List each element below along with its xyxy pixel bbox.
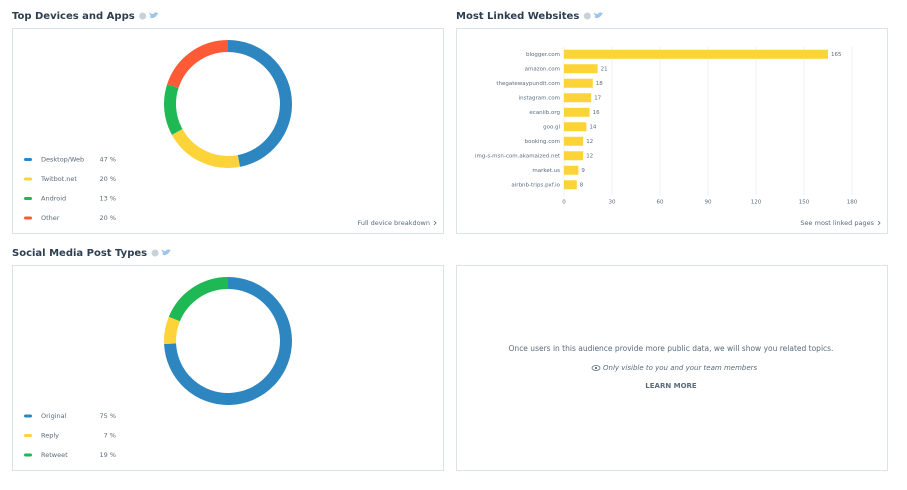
donut-segment <box>164 316 180 344</box>
value-label: 21 <box>601 66 608 72</box>
chevron <box>877 220 881 226</box>
notice-note: Only visible to you and your team member… <box>603 364 758 372</box>
chevron <box>433 220 437 226</box>
legend-value: 20 % <box>99 214 116 222</box>
value-label: 8 <box>580 182 584 188</box>
bar <box>564 93 592 103</box>
panel <box>12 28 444 234</box>
category-label: ecanlib.org <box>529 110 560 116</box>
panel-link[interactable]: Full device breakdown <box>357 219 430 227</box>
legend-marker <box>24 216 32 220</box>
legend-label: Reply <box>41 432 59 440</box>
value-label: 9 <box>581 168 585 174</box>
legend-marker <box>24 414 32 418</box>
panel-link[interactable]: See most linked pages <box>800 219 874 227</box>
value-label: 165 <box>831 52 842 58</box>
category-label: img-s-msn-com.akamaized.net <box>475 153 561 159</box>
value-label: 12 <box>586 139 593 145</box>
x-tick-label: 60 <box>657 200 664 206</box>
panel-title: Top Devices and Apps <box>12 11 135 22</box>
bar <box>564 151 584 161</box>
twitter-icon <box>593 12 604 19</box>
category-label: booking.com <box>525 139 560 145</box>
x-tick-label: 90 <box>705 200 712 206</box>
panel <box>456 28 888 234</box>
legend-label: Other <box>41 214 60 222</box>
bar <box>564 64 598 74</box>
legend-value: 13 % <box>99 195 116 203</box>
bar <box>564 165 579 175</box>
x-tick-label: 150 <box>799 200 810 206</box>
category-label: airbnb-trips.pxf.io <box>511 182 560 188</box>
legend-value: 19 % <box>99 451 116 459</box>
value-label: 16 <box>593 110 600 116</box>
x-tick-label: 30 <box>609 200 616 206</box>
donut-segment <box>171 128 240 168</box>
x-tick-label: 120 <box>751 200 762 206</box>
twitter-icon <box>161 249 172 256</box>
category-label: thegatewaypundit.com <box>496 81 560 87</box>
category-label: blogger.com <box>526 52 560 58</box>
legend-label: Android <box>41 195 66 203</box>
panel-title: Most Linked Websites <box>456 11 579 22</box>
legend-value: 75 % <box>99 412 116 420</box>
legend-marker <box>24 197 32 200</box>
legend-marker <box>24 177 32 181</box>
help-icon <box>139 12 147 20</box>
bar <box>564 78 593 88</box>
legend-value: 47 % <box>99 156 116 164</box>
donut-segment <box>167 40 229 89</box>
legend-label: Desktop/Web <box>41 156 84 164</box>
legend-label: Retweet <box>41 451 68 459</box>
legend-marker <box>24 453 32 457</box>
category-label: amazon.com <box>525 66 560 72</box>
help-icon <box>583 12 591 20</box>
bar <box>564 180 577 190</box>
bar <box>564 122 587 132</box>
notice-message: Once users in this audience provide more… <box>509 344 834 353</box>
x-tick-label: 0 <box>562 200 566 206</box>
eye-icon <box>591 365 601 371</box>
legend-marker <box>24 158 32 161</box>
value-label: 18 <box>596 81 603 87</box>
panel <box>456 265 888 471</box>
donut-segment <box>227 40 292 167</box>
legend-value: 20 % <box>99 175 116 183</box>
category-label: goo.gl <box>543 124 560 130</box>
panel <box>12 265 444 471</box>
legend-marker <box>24 434 32 437</box>
x-tick-label: 180 <box>847 200 858 206</box>
twitter-icon <box>149 12 159 19</box>
learn-more[interactable]: LEARN MORE <box>645 382 697 390</box>
legend-value: 7 % <box>104 432 116 440</box>
bar <box>564 107 590 117</box>
help-icon <box>151 249 159 257</box>
legend-label: Twitbot.net <box>40 175 77 183</box>
category-label: instagram.com <box>519 95 560 101</box>
value-label: 17 <box>594 95 601 101</box>
donut-segment <box>168 277 229 322</box>
category-label: market.us <box>532 168 560 174</box>
legend-label: Original <box>41 412 67 420</box>
value-label: 14 <box>589 124 596 130</box>
donut-segment <box>164 84 183 135</box>
value-label: 12 <box>586 153 593 159</box>
panel-title: Social Media Post Types <box>12 248 147 259</box>
bar <box>564 49 828 59</box>
donut-segment <box>164 277 292 405</box>
bar <box>564 136 584 146</box>
